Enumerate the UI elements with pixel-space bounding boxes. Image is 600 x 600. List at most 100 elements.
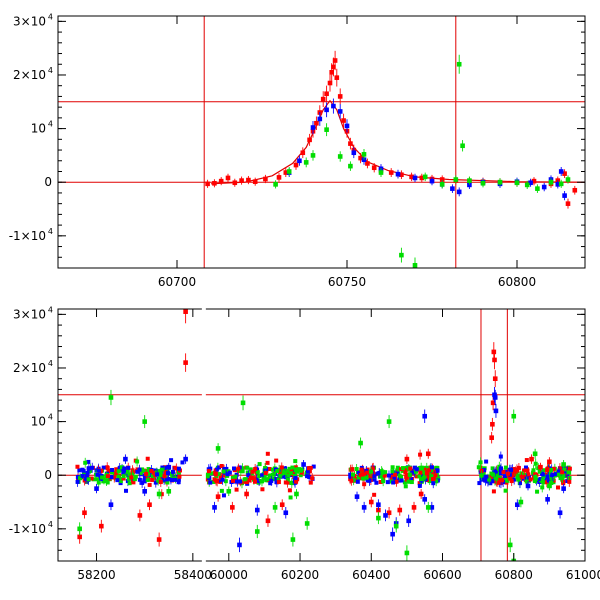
data-point — [532, 451, 538, 457]
data-point — [508, 476, 513, 481]
data-point — [422, 413, 428, 419]
data-point — [397, 507, 403, 513]
data-point — [496, 480, 501, 485]
data-point — [109, 475, 114, 480]
data-point — [411, 505, 417, 510]
data-point — [254, 507, 260, 513]
data-point — [341, 118, 346, 123]
data-point — [509, 479, 514, 484]
data-point — [166, 464, 172, 470]
data-point — [361, 152, 367, 157]
y-tick-exponent: 4 — [48, 120, 53, 129]
data-point — [293, 162, 299, 168]
data-point — [502, 474, 507, 479]
data-point — [566, 470, 571, 475]
data-point — [329, 69, 334, 75]
plot-frame — [57, 308, 586, 562]
data-point — [112, 475, 117, 480]
data-point — [492, 395, 498, 400]
data-point — [293, 467, 298, 472]
data-point — [209, 471, 214, 476]
data-point — [137, 467, 142, 472]
y-tick-exponent: 4 — [48, 359, 53, 368]
data-point — [515, 475, 520, 480]
data-point — [122, 468, 127, 473]
data-point — [242, 477, 247, 482]
data-point — [430, 477, 435, 482]
data-point — [498, 466, 503, 471]
data-point — [533, 472, 538, 477]
data-point — [96, 468, 101, 473]
data-point — [101, 479, 106, 484]
data-point — [272, 505, 278, 510]
data-point — [558, 181, 564, 187]
data-point — [274, 480, 279, 485]
data-point — [532, 479, 537, 484]
data-point — [164, 477, 169, 482]
data-point — [246, 177, 251, 183]
data-point — [99, 523, 104, 529]
data-point — [399, 172, 404, 178]
data-point — [412, 175, 418, 181]
data-point — [230, 505, 235, 510]
data-point — [183, 309, 188, 314]
data-point — [283, 466, 288, 471]
data-point — [494, 476, 499, 481]
data-point — [75, 479, 80, 484]
data-point — [386, 419, 392, 424]
data-point — [150, 477, 155, 482]
data-point — [498, 481, 503, 486]
data-point — [535, 186, 540, 191]
data-point — [545, 497, 550, 502]
data-point — [526, 472, 531, 477]
data-point — [482, 468, 487, 473]
data-point — [276, 477, 281, 482]
data-point — [406, 479, 411, 484]
data-point — [483, 478, 488, 483]
data-point — [376, 515, 381, 521]
data-point — [83, 460, 88, 465]
data-point — [149, 468, 154, 473]
data-point — [158, 473, 163, 478]
y-tick-exponent: 4 — [48, 227, 53, 236]
data-point — [434, 465, 439, 470]
data-point — [267, 473, 272, 478]
data-point — [388, 170, 394, 175]
data-point — [121, 476, 126, 481]
data-point — [244, 491, 249, 497]
data-point — [173, 477, 178, 482]
data-point — [283, 170, 289, 175]
data-point — [395, 468, 400, 473]
data-point — [314, 120, 319, 126]
data-point — [509, 471, 514, 476]
data-point — [354, 467, 359, 472]
data-point — [159, 467, 164, 472]
data-point — [108, 395, 114, 400]
data-point — [567, 466, 572, 471]
data-point — [268, 481, 273, 486]
data-point — [513, 469, 518, 474]
data-point — [492, 376, 498, 382]
data-point — [490, 421, 495, 427]
data-point — [170, 473, 175, 478]
data-point — [557, 466, 562, 471]
data-point — [288, 480, 293, 485]
data-point — [540, 485, 545, 490]
data-point — [281, 474, 286, 479]
data-point — [395, 171, 401, 177]
data-point — [305, 474, 310, 479]
data-point — [137, 477, 142, 482]
data-point — [221, 493, 226, 498]
data-point — [368, 473, 373, 478]
data-point — [286, 169, 292, 174]
data-point — [100, 475, 105, 480]
data-point — [456, 61, 462, 67]
data-point — [355, 479, 360, 484]
data-point — [166, 488, 172, 494]
data-point — [133, 474, 138, 479]
data-point — [548, 467, 553, 472]
data-point — [294, 491, 299, 497]
x-tick-label: 60200 — [281, 568, 319, 582]
data-point — [439, 177, 445, 182]
